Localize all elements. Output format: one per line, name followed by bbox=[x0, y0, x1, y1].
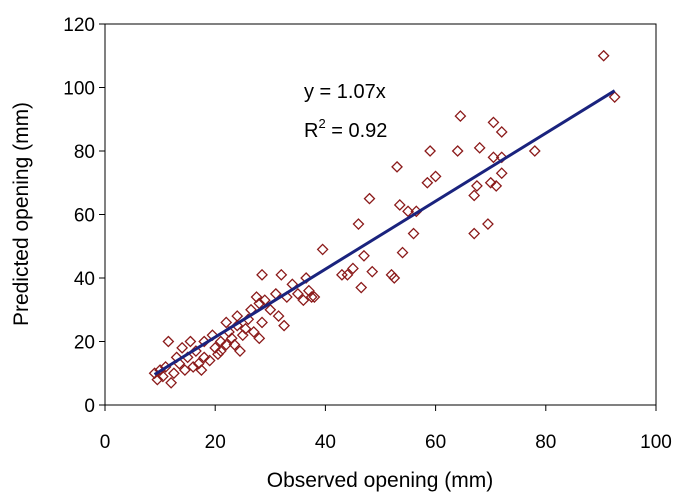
data-point bbox=[264, 303, 277, 316]
data-point bbox=[234, 345, 246, 357]
y-axis: 0 20 40 60 80 100 120 bbox=[63, 15, 105, 417]
data-point bbox=[198, 351, 211, 364]
y-tick-label: 60 bbox=[74, 206, 95, 227]
data-point bbox=[239, 322, 252, 335]
y-tick-label: 100 bbox=[63, 79, 95, 100]
data-point bbox=[495, 167, 508, 180]
trend-line bbox=[153, 89, 616, 376]
data-point bbox=[347, 262, 359, 275]
data-point bbox=[468, 189, 481, 202]
data-point bbox=[187, 360, 200, 373]
data-point bbox=[484, 176, 497, 189]
data-point bbox=[151, 373, 164, 386]
data-point bbox=[305, 291, 318, 303]
data-point bbox=[336, 268, 348, 281]
data-point bbox=[424, 145, 437, 157]
data-point bbox=[297, 294, 310, 307]
data-point bbox=[178, 364, 191, 376]
data-point bbox=[495, 126, 508, 138]
y-tick-label: 0 bbox=[84, 396, 95, 417]
data-point bbox=[388, 272, 401, 284]
data-point bbox=[471, 180, 483, 192]
data-point bbox=[490, 180, 503, 192]
data-point bbox=[451, 145, 464, 157]
plot-area bbox=[104, 23, 657, 406]
data-point bbox=[341, 268, 354, 281]
data-point bbox=[256, 316, 268, 329]
x-tick-label: 60 bbox=[425, 432, 446, 453]
data-point bbox=[358, 249, 370, 262]
data-point bbox=[214, 345, 227, 357]
data-point bbox=[300, 272, 313, 284]
data-point bbox=[176, 341, 189, 354]
x-axis-title: Observed opening (mm) bbox=[267, 469, 493, 492]
data-point bbox=[167, 367, 180, 380]
x-tick-label: 80 bbox=[535, 432, 556, 453]
data-point bbox=[473, 141, 486, 154]
data-point bbox=[495, 151, 508, 164]
data-point bbox=[228, 338, 241, 351]
data-point bbox=[165, 376, 178, 389]
data-point bbox=[203, 354, 216, 367]
data-point bbox=[528, 145, 541, 157]
data-point bbox=[220, 316, 233, 329]
data-point bbox=[608, 91, 621, 103]
data-point bbox=[220, 338, 233, 351]
x-tick-label: 20 bbox=[205, 432, 226, 453]
y-tick-label: 80 bbox=[74, 142, 95, 163]
data-point bbox=[316, 243, 329, 256]
r-squared-label: R2 = 0.92 bbox=[304, 116, 387, 142]
data-point bbox=[429, 170, 442, 183]
data-point bbox=[291, 287, 304, 300]
data-point bbox=[212, 348, 224, 361]
data-point bbox=[393, 199, 406, 211]
data-point bbox=[396, 246, 409, 259]
data-point bbox=[184, 335, 197, 348]
x-tick-label: 0 bbox=[100, 432, 111, 453]
data-point bbox=[272, 310, 285, 323]
x-tick-label: 40 bbox=[315, 432, 336, 453]
data-point bbox=[487, 116, 500, 129]
data-point bbox=[402, 205, 414, 218]
data-point bbox=[421, 176, 434, 189]
data-point bbox=[308, 291, 321, 303]
data-point bbox=[247, 326, 260, 338]
data-point bbox=[468, 227, 481, 240]
data-point bbox=[363, 192, 376, 205]
x-tick-label: 100 bbox=[640, 432, 672, 453]
y-tick-label: 20 bbox=[74, 333, 95, 354]
data-point bbox=[597, 49, 610, 62]
data-point bbox=[407, 227, 420, 240]
data-point bbox=[253, 332, 266, 345]
y-axis-title: Predicted opening (mm) bbox=[10, 102, 33, 326]
data-point bbox=[352, 218, 365, 230]
data-point bbox=[482, 218, 494, 230]
data-point bbox=[278, 319, 290, 332]
data-point bbox=[487, 151, 500, 164]
data-point bbox=[156, 370, 169, 383]
data-point bbox=[355, 281, 368, 294]
data-point bbox=[366, 265, 379, 278]
data-point bbox=[162, 335, 175, 348]
data-point bbox=[214, 335, 227, 348]
data-point bbox=[454, 110, 467, 122]
y-tick-label: 40 bbox=[74, 269, 95, 290]
data-point bbox=[391, 160, 403, 173]
data-point bbox=[198, 335, 211, 348]
data-point bbox=[256, 268, 268, 281]
y-tick-label: 120 bbox=[63, 15, 95, 36]
x-axis: 0 20 40 60 80 100 bbox=[100, 405, 672, 453]
trend-equation: y = 1.07x bbox=[304, 81, 386, 103]
data-point bbox=[275, 268, 288, 281]
data-point bbox=[195, 364, 208, 376]
